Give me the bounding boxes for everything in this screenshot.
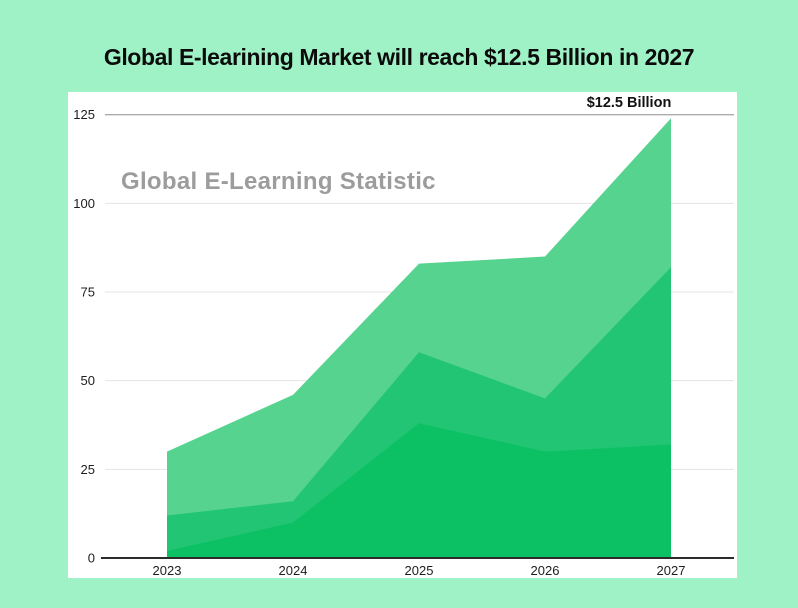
x-tick-label-2027: 2027 (657, 563, 686, 578)
area-layer-bottom (167, 423, 671, 558)
chart-card: 0 25 50 75 100 125 2023 2024 2025 2026 2027 Global… (68, 92, 737, 578)
peak-value-annotation: $12.5 Billion (586, 95, 672, 111)
x-tick-label-2025: 2025 (405, 563, 434, 578)
chart-watermark: Global E-Learning Statistic (121, 168, 436, 195)
y-tick-label-125: 125 (73, 107, 95, 122)
y-tick-label-0: 0 (88, 551, 95, 566)
y-tick-label-25: 25 (81, 462, 95, 477)
page-title: Global E-learining Market will reach $12… (103, 44, 695, 70)
y-tick-label-50: 50 (81, 373, 95, 388)
y-tick-label-100: 100 (73, 196, 95, 211)
x-tick-label-2023: 2023 (153, 563, 182, 578)
y-tick-label-75: 75 (81, 285, 95, 300)
area-chart: 0 25 50 75 100 125 2023 2024 2025 2026 2027 (73, 107, 734, 578)
x-tick-label-2024: 2024 (279, 563, 308, 578)
x-tick-label-2026: 2026 (531, 563, 560, 578)
